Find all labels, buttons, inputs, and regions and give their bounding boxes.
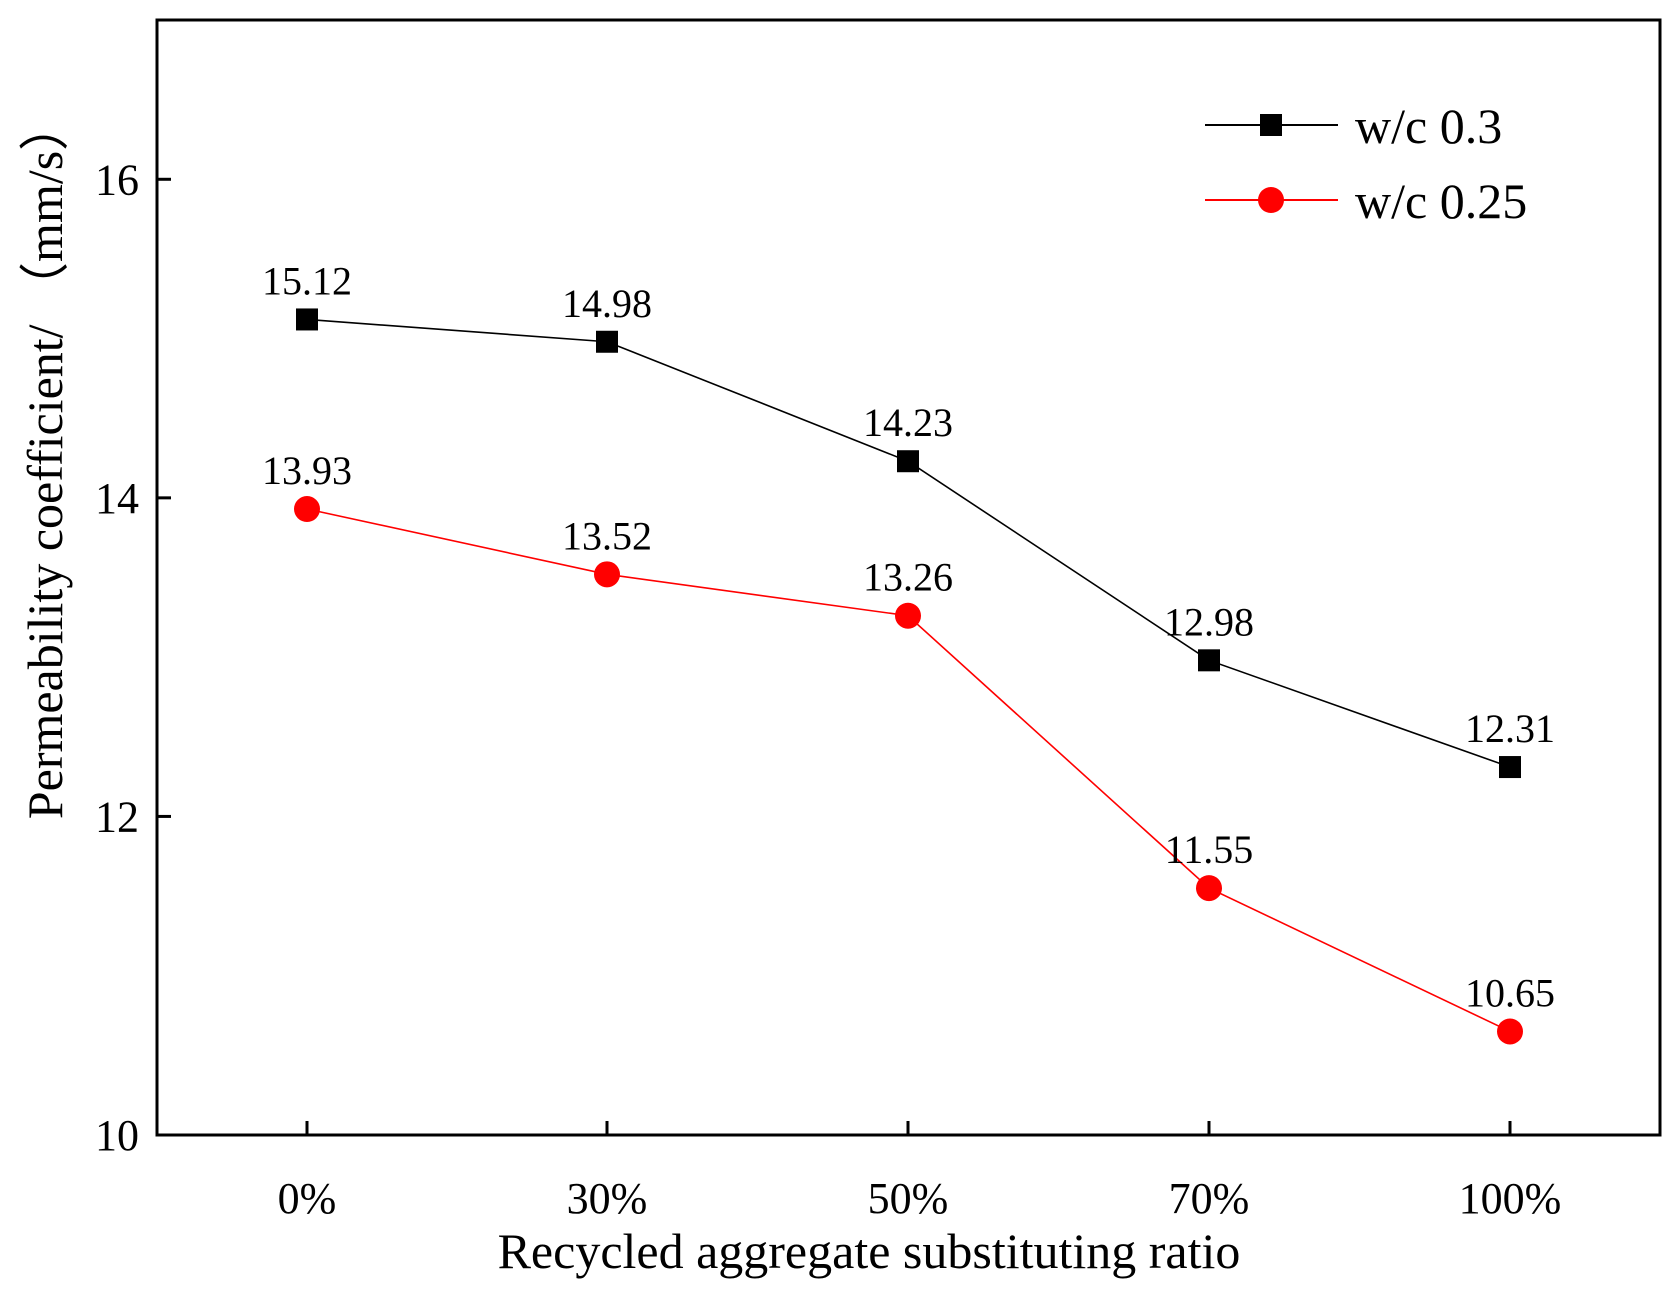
y-tick-label: 12 <box>95 792 139 841</box>
data-point-circle <box>1196 875 1222 902</box>
data-point-square <box>1499 756 1521 779</box>
data-label: 11.55 <box>1165 827 1254 872</box>
data-label: 14.98 <box>562 281 652 326</box>
data-point-square <box>897 450 919 473</box>
data-point-square <box>596 330 618 353</box>
data-label: 12.98 <box>1164 599 1254 644</box>
data-point-circle <box>294 496 320 523</box>
y-tick-label: 14 <box>95 474 139 523</box>
data-label: 12.31 <box>1465 706 1555 751</box>
data-label: 13.26 <box>863 555 953 600</box>
x-axis-title: Recycled aggregate substituting ratio <box>498 1223 1241 1279</box>
data-point-square <box>296 308 318 331</box>
y-tick-label: 16 <box>95 155 139 204</box>
ticks-layer: 10 12 14 16 0% 30% 50% 70% 100% <box>95 155 1561 1223</box>
legend-marker-circle <box>1258 187 1284 213</box>
y-tick-label: 10 <box>95 1111 139 1160</box>
x-tick-label: 50% <box>868 1174 949 1223</box>
legend: w/c 0.3 w/c 0.25 <box>1205 98 1527 229</box>
legend-label: w/c 0.3 <box>1355 98 1502 154</box>
data-label: 13.52 <box>562 513 652 558</box>
series-layer <box>294 308 1523 1045</box>
data-label: 13.93 <box>262 448 352 493</box>
y-axis-title: Permeability coefficient/ （mm/s） <box>17 101 73 819</box>
x-tick-label: 30% <box>567 1174 648 1223</box>
data-label: 10.65 <box>1465 970 1555 1015</box>
data-label: 15.12 <box>262 258 352 303</box>
data-label: 14.23 <box>863 400 953 445</box>
series-line-1 <box>306 318 1511 768</box>
data-labels-layer: 15.12 14.98 14.23 12.98 12.31 13.93 13.52 13.26… <box>262 258 1555 1015</box>
x-tick-label: 0% <box>278 1174 337 1223</box>
data-point-circle <box>895 602 921 629</box>
legend-label: w/c 0.25 <box>1355 173 1527 229</box>
data-point-square <box>1198 649 1220 672</box>
data-point-circle <box>1497 1018 1523 1045</box>
x-tick-label: 100% <box>1459 1174 1562 1223</box>
data-point-circle <box>594 561 620 588</box>
x-tick-label: 70% <box>1169 1174 1250 1223</box>
legend-marker-square <box>1260 114 1282 136</box>
